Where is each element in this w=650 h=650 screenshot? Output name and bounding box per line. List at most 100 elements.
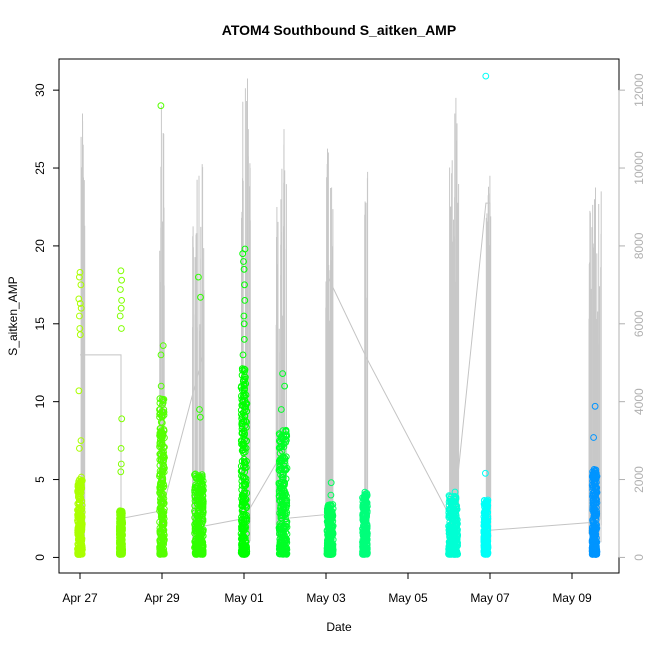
data-point-outlier — [117, 468, 125, 476]
data-point — [278, 432, 286, 440]
data-point-outlier — [118, 415, 126, 423]
data-point — [482, 550, 490, 557]
data-point — [281, 489, 288, 497]
data-point — [324, 516, 332, 523]
data-point — [156, 399, 164, 407]
data-point — [238, 516, 246, 524]
data-point — [75, 496, 83, 504]
data-point — [242, 537, 250, 545]
data-point-outlier — [195, 273, 202, 281]
data-point — [360, 539, 367, 547]
data-point — [156, 395, 164, 403]
data-point-outlier — [76, 269, 84, 276]
data-point-outlier — [76, 331, 84, 339]
data-point — [243, 418, 251, 426]
data-point — [275, 493, 283, 501]
data-point — [447, 528, 455, 535]
data-point — [240, 494, 248, 502]
data-point — [74, 525, 82, 532]
data-point — [196, 478, 204, 486]
data-point — [193, 474, 200, 482]
data-point — [191, 526, 199, 533]
data-point — [592, 473, 599, 481]
data-point — [240, 418, 248, 426]
data-point — [195, 531, 203, 539]
data-point-outlier — [197, 293, 204, 301]
data-point — [241, 448, 249, 456]
data-point — [160, 453, 167, 461]
data-point — [77, 525, 85, 533]
data-point-outlier — [240, 258, 247, 265]
y2-tick-label: 4000 — [632, 388, 646, 415]
y-tick-label: 0 — [33, 554, 47, 561]
data-point — [118, 509, 125, 517]
secondary-spike — [588, 210, 593, 536]
data-point — [239, 523, 247, 531]
data-point — [481, 538, 489, 546]
point-cluster — [323, 479, 337, 558]
data-point — [592, 520, 599, 528]
data-point — [325, 507, 333, 514]
data-point-outlier — [590, 434, 597, 441]
data-point-outlier — [117, 445, 125, 452]
data-point-outlier — [281, 382, 289, 390]
data-point — [360, 503, 367, 511]
data-point-outlier — [240, 336, 248, 343]
data-point — [593, 489, 601, 496]
data-point — [451, 548, 459, 556]
data-point — [589, 483, 596, 491]
data-point — [361, 516, 369, 524]
data-point — [160, 406, 168, 414]
point-cluster — [359, 488, 371, 558]
data-point — [448, 549, 455, 557]
data-point — [360, 500, 367, 508]
data-point — [74, 516, 81, 524]
data-point — [241, 422, 249, 429]
data-point-outlier — [76, 312, 83, 320]
data-point — [590, 500, 598, 508]
data-point — [275, 457, 283, 465]
point-cluster — [275, 370, 291, 558]
data-point — [78, 550, 86, 557]
data-point-outlier — [240, 312, 248, 320]
data-point — [160, 521, 167, 529]
data-point — [78, 484, 85, 492]
y2-tick-label: 6000 — [632, 310, 646, 337]
secondary-spike — [364, 171, 369, 548]
x-tick-label: May 03 — [306, 591, 346, 605]
y-tick-label: 15 — [33, 317, 47, 331]
data-point — [77, 480, 85, 488]
data-point — [454, 542, 462, 549]
data-point-outlier — [117, 267, 125, 275]
point-cluster — [480, 72, 492, 558]
data-point-outlier — [327, 491, 335, 499]
data-point — [158, 413, 166, 421]
data-point — [283, 498, 290, 506]
data-point — [240, 382, 248, 390]
y2-tick-label: 0 — [632, 554, 646, 561]
y-axis-label: S_aitken_AMP — [6, 276, 20, 355]
data-point — [193, 484, 201, 492]
data-point — [241, 459, 249, 467]
data-point — [160, 480, 167, 488]
data-point — [592, 539, 600, 547]
data-point-outlier — [240, 320, 248, 328]
data-point-outlier — [76, 445, 83, 452]
scatter-points — [74, 72, 601, 558]
data-point — [76, 548, 84, 556]
data-point-outlier — [157, 351, 165, 359]
data-point-outlier — [239, 351, 247, 359]
x-tick-label: May 05 — [388, 591, 428, 605]
data-point — [589, 499, 597, 507]
secondary-spike — [449, 160, 453, 547]
data-point — [363, 541, 371, 549]
data-point — [242, 478, 250, 486]
data-point — [277, 511, 285, 519]
data-point — [591, 470, 598, 477]
data-point — [276, 482, 284, 490]
data-point-outlier — [118, 276, 125, 284]
secondary-spike — [82, 121, 86, 547]
data-point — [199, 515, 207, 523]
data-point — [196, 474, 204, 482]
